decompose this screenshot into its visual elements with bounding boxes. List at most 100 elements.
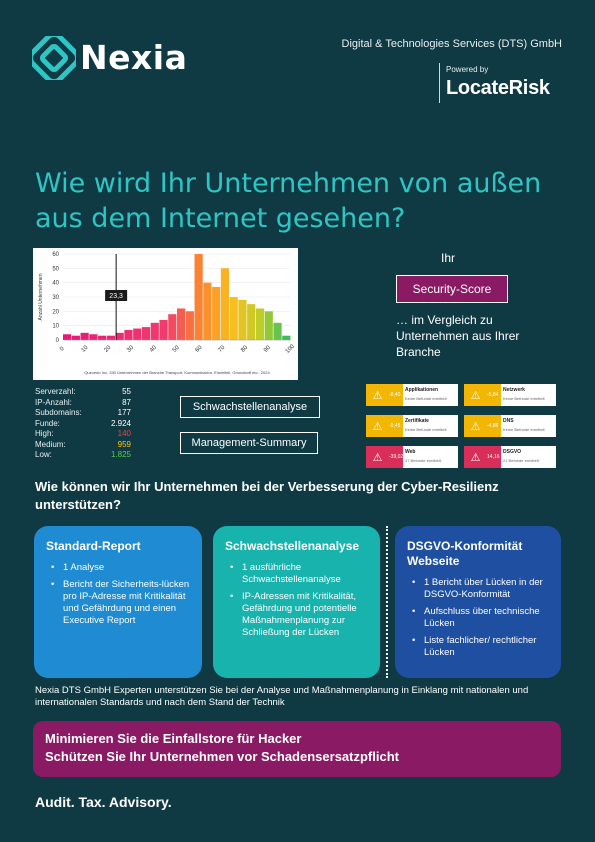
stat-row: IP-Anzahl: 87 (35, 398, 131, 409)
histogram-bar (264, 311, 273, 340)
card-text: Netzwerk Keine Befunde ermittelt (501, 384, 556, 406)
warning-icon: ⚠ (366, 446, 389, 468)
service-title: DSGVO-Konformität Webseite (407, 539, 523, 568)
y-tick-label: 60 (52, 252, 59, 258)
card-text: Web 37 Befunde ermittelt (403, 446, 458, 468)
service-item: Aufschluss über technische Lücken (407, 606, 549, 630)
schwachstellenanalyse-button[interactable]: Schwachstellenanalyse (180, 396, 320, 418)
x-tick-label: 90 (263, 344, 272, 353)
banner-line-1: Minimieren Sie die Einfallstore für Hack… (45, 731, 302, 746)
card-text: Applikationen Keine Befunde ermittelt (403, 384, 458, 406)
x-tick-label: 0 (59, 346, 66, 353)
score-distribution-chart: 0 10 20 30 40 50 60 0 10 20 30 40 50 60 70 80 90 100 Anzah… (33, 248, 298, 380)
score-card: ⚠ -39,02 Web 37 Befunde ermittelt (366, 446, 458, 468)
score-compare-text: … im Vergleich zu Unternehmen aus Ihrer … (396, 313, 520, 359)
histogram-bar (255, 308, 265, 340)
y-axis-label: Anzahl Unternehmen (38, 273, 44, 320)
card-subtitle: Keine Befunde ermittelt (405, 427, 447, 432)
histogram-bar (89, 334, 98, 340)
powered-by-label: Powered by (446, 65, 489, 74)
stat-label: High: (35, 429, 54, 438)
warning-icon: ⚠ (464, 384, 487, 406)
histogram-bar (282, 335, 291, 340)
chart-caption: Quevedo Inc, 330 Unternehmen der Branche… (84, 370, 270, 375)
x-tick-label: 50 (172, 344, 181, 353)
histogram-bar (159, 319, 168, 340)
stat-label: Medium: (35, 439, 66, 449)
histogram-bar (98, 335, 107, 340)
headline: Wie wird Ihr Unternehmen von außen aus d… (35, 168, 542, 234)
y-tick-label: 10 (52, 324, 59, 330)
support-question: Wie können wir Ihr Unternehmen bei der V… (35, 479, 499, 512)
card-subtitle: Keine Befunde ermittelt (503, 427, 545, 432)
service-title: Schwachstellenanalyse (225, 539, 360, 553)
score-card: ⚠ 14,16 DSGVO 21 Befunde ermittelt (464, 446, 556, 468)
security-score-badge: Security-Score (396, 275, 508, 303)
score-card: ⚠ -4,86 DNS Keine Befunde ermittelt (464, 415, 556, 437)
histogram-bar (212, 286, 221, 340)
stat-row: Serverzahl: 55 (35, 387, 131, 398)
score-card: ⚠ -9,45 Zertifikate Keine Befunde ermittelt (366, 415, 458, 437)
stat-row: Funde: 2.924 (35, 419, 131, 430)
histogram-bar (63, 334, 72, 340)
stat-value: 959 (117, 439, 131, 449)
footnote: Nexia DTS GmbH Experten unterstützen Sie… (35, 685, 529, 708)
stat-row: High: 140 (35, 429, 131, 440)
x-tick-label: 70 (217, 344, 226, 353)
histogram-bar (177, 308, 186, 340)
service-schwachstellenanalyse: Schwachstellenanalyse 1 ausführliche Sch… (213, 526, 380, 678)
score-marker-value: 23,3 (109, 293, 123, 300)
histogram-bar (115, 332, 124, 340)
card-subtitle: 37 Befunde ermittelt (405, 458, 441, 463)
card-score: -8,40 (389, 384, 403, 406)
card-title: DNS (503, 418, 514, 424)
management-summary-button[interactable]: Management-Summary (180, 432, 318, 454)
chart-svg: 0 10 20 30 40 50 60 0 10 20 30 40 50 60 70 80 90 100 Anzah… (38, 252, 296, 375)
card-score: 14,16 (487, 446, 501, 468)
y-tick-label: 40 (52, 281, 59, 287)
service-item: 1 Bericht über Lücken in der DSGVO-Konfo… (407, 577, 549, 601)
stat-value: 87 (122, 397, 131, 407)
histogram-bar (229, 297, 238, 340)
stat-value: 55 (122, 387, 131, 396)
card-title: Zertifikate (405, 418, 429, 424)
stat-row: Medium: 959 (35, 440, 131, 451)
card-title: DSGVO (503, 449, 522, 455)
stat-label: Serverzahl: (35, 387, 76, 396)
service-item: 1 ausführliche Schwachstellenanalyse (225, 562, 368, 586)
stat-value: 1.825 (110, 450, 131, 459)
powered-by-block: Powered by LocateRisk (439, 63, 569, 103)
stat-value: 2.924 (110, 418, 131, 428)
x-tick-label: 60 (195, 344, 204, 353)
stat-value: 177 (117, 408, 131, 417)
card-title: Netzwerk (503, 387, 525, 393)
dotted-divider (386, 526, 388, 678)
card-subtitle: Keine Befunde ermittelt (503, 396, 545, 401)
warning-icon: ⚠ (366, 415, 389, 437)
y-tick-label: 20 (52, 309, 59, 315)
card-text: Zertifikate Keine Befunde ermittelt (403, 415, 458, 437)
service-standard-report: Standard-Report 1 Analyse Bericht der Si… (34, 526, 202, 678)
warning-icon: ⚠ (366, 384, 389, 406)
stat-label: IP-Anzahl: (35, 397, 72, 407)
stat-row: Subdomains: 177 (35, 408, 131, 419)
histogram-bar (71, 335, 80, 340)
nexia-logo: Nexia (32, 36, 212, 80)
service-item: Liste fachlicher/ rechtlicher Lücken (407, 635, 549, 659)
service-item: 1 Analyse (46, 562, 190, 574)
histogram-bar (220, 268, 230, 340)
stats-list: Serverzahl: 55 IP-Anzahl: 87 Subdomains: 177 F… (35, 387, 131, 461)
y-tick-label: 30 (52, 295, 59, 301)
histogram-bar (133, 328, 142, 340)
card-score: -5,84 (487, 384, 501, 406)
partner-logo: LocateRisk (446, 77, 550, 99)
x-tick-label: 80 (240, 344, 249, 353)
card-score: -39,02 (389, 446, 403, 468)
ihr-label: Ihr (441, 251, 456, 265)
stat-label: Subdomains: (35, 408, 82, 417)
card-score: -4,86 (487, 415, 501, 437)
histogram-bar (150, 322, 159, 340)
service-item: IP-Adressen mit Kritikalität, Gefährdung… (225, 591, 368, 639)
histogram-bar (238, 299, 247, 340)
score-card: ⚠ -8,40 Applikationen Keine Befunde ermitte… (366, 384, 458, 406)
